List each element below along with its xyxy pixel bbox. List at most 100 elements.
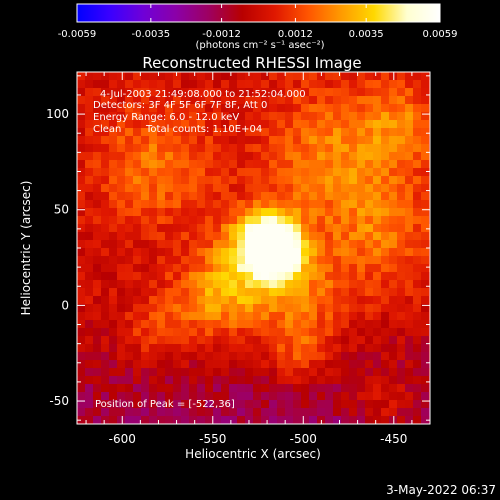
map-pixel <box>269 104 278 113</box>
info-total-counts: Total counts: 1.10E+04 <box>145 124 262 135</box>
map-pixel <box>125 96 134 105</box>
map-pixel <box>149 120 158 129</box>
map-pixel <box>357 408 366 417</box>
map-pixel <box>301 328 310 337</box>
map-pixel <box>309 152 318 161</box>
map-pixel <box>245 120 254 129</box>
map-pixel <box>189 416 198 424</box>
map-pixel <box>229 80 238 89</box>
map-pixel <box>133 192 142 201</box>
map-pixel <box>325 120 334 129</box>
map-pixel <box>101 96 110 105</box>
map-pixel <box>109 112 118 121</box>
map-pixel <box>229 264 238 273</box>
map-pixel <box>85 248 94 257</box>
map-pixel <box>77 152 86 161</box>
map-pixel <box>253 288 262 297</box>
map-pixel <box>333 384 342 393</box>
map-pixel <box>237 392 246 401</box>
map-pixel <box>189 72 198 81</box>
map-pixel <box>389 264 398 273</box>
map-pixel <box>285 304 294 313</box>
map-pixel <box>421 72 430 81</box>
map-pixel <box>325 176 334 185</box>
map-pixel <box>173 136 182 145</box>
map-pixel <box>101 368 110 377</box>
map-pixel <box>109 136 118 145</box>
map-pixel <box>389 336 398 345</box>
map-pixel <box>381 72 390 81</box>
map-pixel <box>309 80 318 89</box>
map-pixel <box>269 376 278 385</box>
map-pixel <box>253 296 262 305</box>
map-pixel <box>397 104 406 113</box>
map-pixel <box>205 176 214 185</box>
map-pixel <box>181 240 190 249</box>
map-pixel <box>109 368 118 377</box>
map-pixel <box>117 136 126 145</box>
map-pixel <box>277 296 286 305</box>
map-pixel <box>245 344 254 353</box>
map-pixel <box>405 392 414 401</box>
map-pixel <box>125 184 134 193</box>
map-pixel <box>157 232 166 241</box>
map-pixel <box>237 304 246 313</box>
map-pixel <box>389 144 398 153</box>
map-pixel <box>189 320 198 329</box>
map-pixel <box>197 400 206 409</box>
map-pixel <box>365 128 374 137</box>
map-pixel <box>277 192 286 201</box>
map-pixel <box>205 144 214 153</box>
map-pixel <box>253 392 262 401</box>
map-pixel <box>125 312 134 321</box>
map-pixel <box>381 384 390 393</box>
map-pixel <box>85 136 94 145</box>
map-pixel <box>293 128 302 137</box>
map-pixel <box>301 176 310 185</box>
map-pixel <box>325 96 334 105</box>
map-pixel <box>85 376 94 385</box>
map-pixel <box>221 104 230 113</box>
map-pixel <box>93 256 102 265</box>
map-pixel <box>293 176 302 185</box>
map-pixel <box>421 352 430 361</box>
map-pixel <box>269 296 278 305</box>
map-pixel <box>397 352 406 361</box>
map-pixel <box>141 80 150 89</box>
map-pixel <box>221 312 230 321</box>
map-pixel <box>253 400 262 409</box>
map-pixel <box>213 88 222 97</box>
map-pixel <box>189 232 198 241</box>
map-pixel <box>77 256 86 265</box>
map-pixel <box>317 104 326 113</box>
map-pixel <box>365 368 374 377</box>
map-pixel <box>173 144 182 153</box>
map-pixel <box>405 144 414 153</box>
map-pixel <box>101 128 110 137</box>
map-pixel <box>357 152 366 161</box>
map-pixel <box>221 264 230 273</box>
map-pixel <box>285 160 294 169</box>
map-pixel <box>205 248 214 257</box>
map-pixel <box>133 384 142 393</box>
map-pixel <box>413 288 422 297</box>
map-pixel <box>181 248 190 257</box>
map-pixel <box>349 120 358 129</box>
map-pixel <box>341 352 350 361</box>
map-pixel <box>381 352 390 361</box>
map-pixel <box>93 408 102 417</box>
map-pixel <box>133 240 142 249</box>
map-pixel <box>85 344 94 353</box>
map-pixel <box>245 184 254 193</box>
map-pixel <box>317 312 326 321</box>
map-pixel <box>237 416 246 424</box>
map-pixel <box>421 128 430 137</box>
map-pixel <box>165 112 174 121</box>
map-pixel <box>149 336 158 345</box>
map-pixel <box>221 336 230 345</box>
map-pixel <box>165 120 174 129</box>
map-pixel <box>93 376 102 385</box>
map-pixel <box>293 80 302 89</box>
map-pixel <box>285 320 294 329</box>
map-pixel <box>85 72 94 81</box>
